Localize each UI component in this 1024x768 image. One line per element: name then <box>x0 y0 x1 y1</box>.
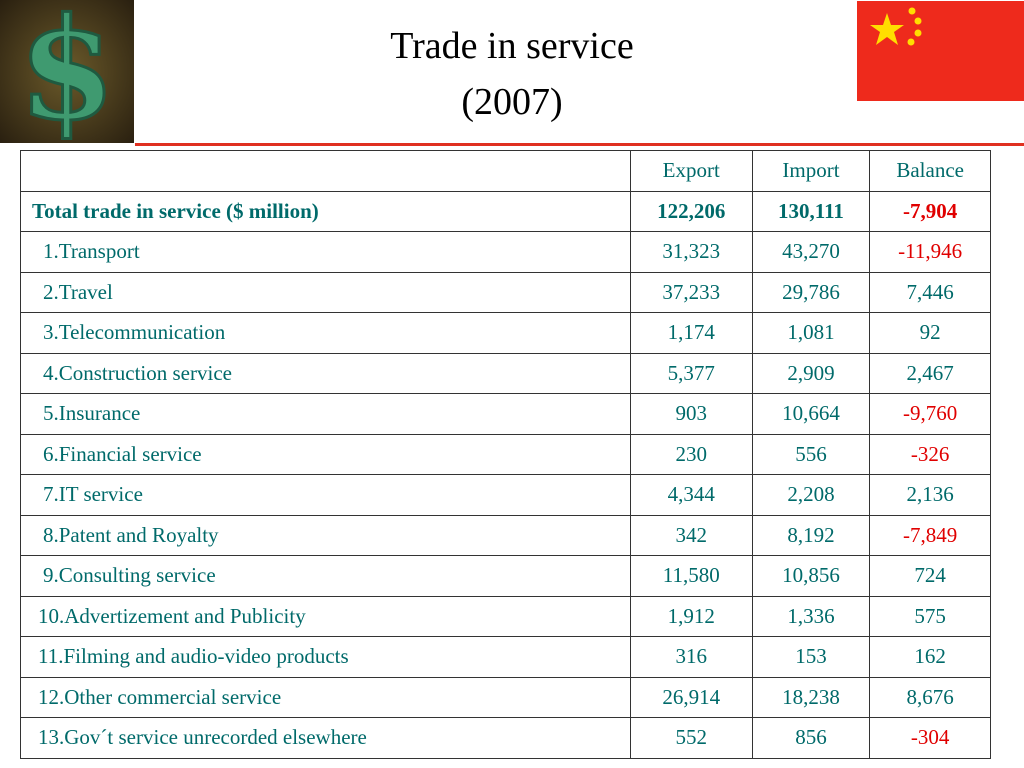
cell: 10,664 <box>751 393 871 435</box>
cell: 856 <box>751 717 871 759</box>
cell: 2,136 <box>869 474 991 516</box>
trade-table: Export Import Balance Total trade in servic… <box>20 150 991 759</box>
data-row: 6.Financial service 230 556 -326 <box>20 433 991 475</box>
row-label: 7.IT service <box>20 474 631 516</box>
cell: 2,467 <box>869 352 991 394</box>
cell: 130,111 <box>751 190 871 232</box>
cell: -7,849 <box>869 514 991 556</box>
column-header: Import <box>751 150 871 192</box>
cell: 556 <box>751 433 871 475</box>
cell: 29,786 <box>751 271 871 313</box>
data-row: 4.Construction service 5,377 2,909 2,467 <box>20 352 991 394</box>
divider <box>135 143 1024 146</box>
cell: 342 <box>629 514 753 556</box>
cell: 2,909 <box>751 352 871 394</box>
data-row: 3.Telecommunication 1,174 1,081 92 <box>20 312 991 354</box>
column-header: Export <box>629 150 753 192</box>
data-row: 2.Travel 37,233 29,786 7,446 <box>20 271 991 313</box>
row-label: 8.Patent and Royalty <box>20 514 631 556</box>
row-label: 13.Gov´t service unrecorded elsewhere <box>20 717 631 759</box>
title-block: Trade in service (2007) <box>260 18 764 130</box>
row-label: 5.Insurance <box>20 393 631 435</box>
data-row: 8.Patent and Royalty 342 8,192 -7,849 <box>20 514 991 556</box>
total-row: Total trade in service ($ million) 122,20… <box>20 190 991 232</box>
cell: 1,174 <box>629 312 753 354</box>
cell: 1,912 <box>629 595 753 637</box>
cell: 4,344 <box>629 474 753 516</box>
row-label: 2.Travel <box>20 271 631 313</box>
cell: -304 <box>869 717 991 759</box>
cell: 26,914 <box>629 676 753 718</box>
data-row: 5.Insurance 903 10,664 -9,760 <box>20 393 991 435</box>
row-label: Total trade in service ($ million) <box>20 190 631 232</box>
cell: -11,946 <box>869 231 991 273</box>
cell: 1,336 <box>751 595 871 637</box>
row-label: 10.Advertizement and Publicity <box>20 595 631 637</box>
cell: 575 <box>869 595 991 637</box>
cell: -7,904 <box>869 190 991 232</box>
cell: -9,760 <box>869 393 991 435</box>
cell: 230 <box>629 433 753 475</box>
cell: 11,580 <box>629 555 753 597</box>
row-label: 3.Telecommunication <box>20 312 631 354</box>
data-row: 9.Consulting service 11,580 10,856 724 <box>20 555 991 597</box>
cell: 552 <box>629 717 753 759</box>
cell: 2,208 <box>751 474 871 516</box>
cell: 92 <box>869 312 991 354</box>
data-row: 10.Advertizement and Publicity 1,912 1,336… <box>20 595 991 637</box>
row-label: 1.Transport <box>20 231 631 273</box>
cell: 10,856 <box>751 555 871 597</box>
row-label: 6.Financial service <box>20 433 631 475</box>
column-header: Balance <box>869 150 991 192</box>
cell: 1,081 <box>751 312 871 354</box>
cell: 162 <box>869 636 991 678</box>
cell: 8,192 <box>751 514 871 556</box>
data-row: 1.Transport 31,323 43,270 -11,946 <box>20 231 991 273</box>
svg-text:$: $ <box>18 0 115 143</box>
cell: -326 <box>869 433 991 475</box>
header-row: Export Import Balance <box>20 150 991 192</box>
china-flag <box>857 1 1024 101</box>
cell: 724 <box>869 555 991 597</box>
row-label: 9.Consulting service <box>20 555 631 597</box>
data-row: 13.Gov´t service unrecorded elsewhere 552… <box>20 717 991 759</box>
data-row: 11.Filming and audio-video products 316 15… <box>20 636 991 678</box>
row-label: 4.Construction service <box>20 352 631 394</box>
subtitle: (2007) <box>461 81 563 123</box>
corner-cell <box>20 150 631 192</box>
cell: 37,233 <box>629 271 753 313</box>
cell: 316 <box>629 636 753 678</box>
title: Trade in service <box>390 25 634 67</box>
data-row: 12.Other commercial service 26,914 18,238 8… <box>20 676 991 718</box>
cell: 43,270 <box>751 231 871 273</box>
cell: 903 <box>629 393 753 435</box>
data-row: 7.IT service 4,344 2,208 2,136 <box>20 474 991 516</box>
cell: 122,206 <box>629 190 753 232</box>
row-label: 12.Other commercial service <box>20 676 631 718</box>
row-label: 11.Filming and audio-video products <box>20 636 631 678</box>
dollar-image: $ <box>0 0 134 143</box>
cell: 31,323 <box>629 231 753 273</box>
cell: 18,238 <box>751 676 871 718</box>
cell: 8,676 <box>869 676 991 718</box>
cell: 7,446 <box>869 271 991 313</box>
cell: 5,377 <box>629 352 753 394</box>
cell: 153 <box>751 636 871 678</box>
